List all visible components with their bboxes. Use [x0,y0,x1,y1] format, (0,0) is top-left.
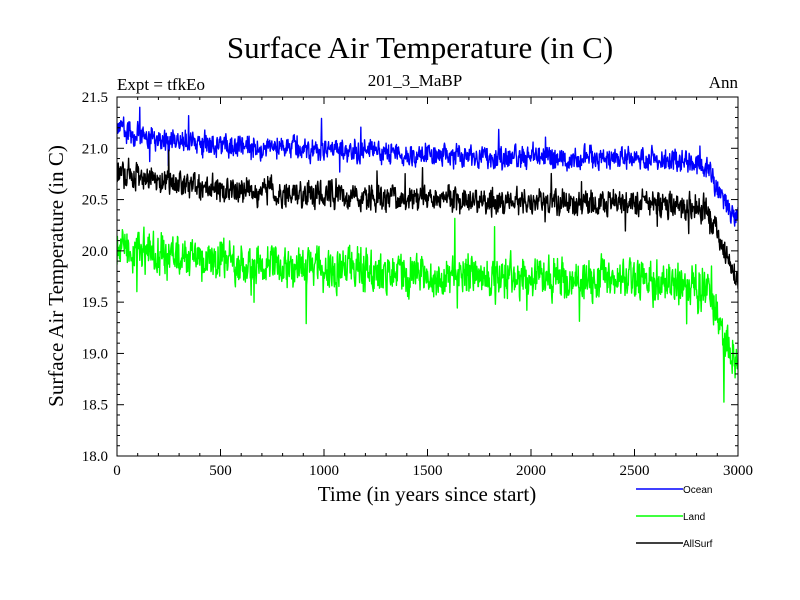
x-axis-label: Time (in years since start) [318,482,537,506]
y-tick-label: 21.5 [82,90,108,106]
x-tick-label: 2500 [620,463,650,479]
y-tick-label: 18.5 [82,398,108,414]
x-tick-label: 1500 [413,463,443,479]
series-line-land [117,217,738,403]
y-tick-label: 20.5 [82,193,108,209]
x-tick-label: 3000 [723,463,753,479]
legend-label-allsurf: AllSurf [683,539,713,550]
y-tick-label: 19.5 [82,295,108,311]
legend-label-ocean: Ocean [683,485,712,496]
y-tick-label: 19.0 [82,346,108,362]
legend: Ocean Land AllSurf [636,485,713,550]
series-layer [117,106,738,403]
legend-label-land: Land [683,512,705,523]
series-line-allsurf [117,149,738,289]
y-tick-label: 20.0 [82,244,108,260]
y-tick-label: 18.0 [82,449,108,465]
y-tick-label: 21.0 [82,141,108,157]
y-axis-label: Surface Air Temperature (in C) [44,145,68,407]
experiment-label: Expt = tfkEo [117,75,205,94]
x-tick-label: 500 [209,463,232,479]
plot-frame [116,96,739,457]
series-line-ocean [117,106,738,227]
chart-title: Surface Air Temperature (in C) [227,30,613,65]
x-tick-label: 0 [113,463,121,479]
x-tick-label: 1000 [309,463,339,479]
run-id-label: 201_3_MaBP [368,71,462,90]
season-label: Ann [709,73,739,92]
x-tick-label: 2000 [516,463,546,479]
